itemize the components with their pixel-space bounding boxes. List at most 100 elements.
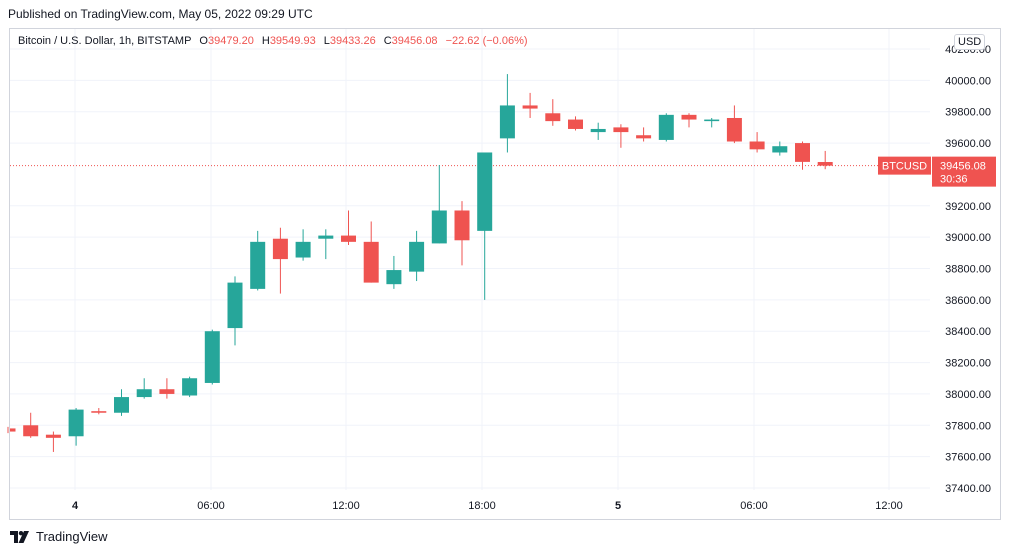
candle-body <box>772 146 788 153</box>
candle <box>295 229 311 261</box>
candle-body <box>227 282 243 329</box>
candle <box>114 389 129 416</box>
symbol-tag-label: BTCUSD <box>882 161 927 173</box>
price-axis: 37400.00 37600.00 37800.00 38000.00 38200.00… <box>945 44 991 495</box>
candle-body <box>341 235 356 242</box>
last-price-tag <box>932 156 996 187</box>
y-tick-label: 38400.00 <box>945 326 991 338</box>
x-tick-label: 12:00 <box>875 500 903 512</box>
candle <box>704 117 720 128</box>
x-tick-label: 12:00 <box>332 500 360 512</box>
open-label: O <box>199 35 208 47</box>
candle-body <box>658 114 674 140</box>
candle-body <box>159 389 175 394</box>
candle <box>522 92 538 118</box>
candle-body <box>681 114 697 120</box>
candle-body <box>136 389 152 398</box>
candle <box>182 376 198 398</box>
candle <box>227 276 243 346</box>
low-value: 39433.26 <box>329 35 376 47</box>
candle-body <box>431 210 447 244</box>
y-tick-label: 39800.00 <box>945 107 991 119</box>
candle-body <box>386 270 402 285</box>
candle-body <box>295 241 311 258</box>
candle <box>386 255 402 289</box>
x-tick-label: 5 <box>615 500 621 512</box>
candle-body <box>182 378 198 396</box>
candle-body <box>522 105 538 109</box>
footer[interactable]: TradingView <box>10 529 108 544</box>
y-tick-label: 38800.00 <box>945 264 991 276</box>
candle-body <box>409 241 425 272</box>
published-caption: Published on TradingView.com, May 05, 20… <box>8 7 313 21</box>
high-label: H <box>261 35 270 47</box>
chart-grid <box>10 29 930 490</box>
candle-body <box>91 411 107 413</box>
symbol-title: Bitcoin / U.S. Dollar, 1h, BITSTAMP <box>18 35 192 47</box>
candle-body <box>613 127 629 133</box>
candle <box>136 378 152 399</box>
y-tick-label: 38000.00 <box>945 389 991 401</box>
candle <box>272 227 288 294</box>
x-tick-label: 06:00 <box>197 500 225 512</box>
candle-body <box>204 331 220 383</box>
candle <box>7 426 16 434</box>
candle-body <box>454 210 470 241</box>
y-tick-label: 37400.00 <box>945 483 991 495</box>
candle <box>726 105 742 144</box>
y-tick-label: 37800.00 <box>945 420 991 432</box>
candle-body <box>363 241 379 283</box>
candle <box>159 378 175 399</box>
symbol-tag <box>878 156 931 175</box>
close-label: C <box>383 35 392 47</box>
candle <box>681 113 697 128</box>
candle <box>23 412 39 438</box>
y-tick-label: 39000.00 <box>945 232 991 244</box>
candle <box>590 122 606 140</box>
time-axis: 4 06:00 12:00 18:00 5 06:00 12:00 <box>72 500 903 512</box>
candle-body <box>45 434 61 438</box>
candle-body <box>590 128 606 133</box>
candle-body <box>318 235 334 239</box>
currency-badge[interactable]: USD <box>954 34 986 50</box>
candle-body <box>68 409 84 437</box>
candle-body <box>795 143 810 162</box>
low-label: L <box>323 35 330 47</box>
candle <box>431 165 447 244</box>
y-tick-label: 39600.00 <box>945 138 991 150</box>
candle <box>817 150 833 170</box>
candle <box>568 116 583 131</box>
candle-body <box>545 113 561 122</box>
candle <box>318 229 334 260</box>
candle <box>454 201 470 266</box>
candle <box>68 408 84 446</box>
x-tick-label: 4 <box>72 500 79 512</box>
candle-body <box>114 397 129 413</box>
candles <box>7 74 833 452</box>
candle <box>499 74 515 153</box>
x-tick-label: 06:00 <box>740 500 768 512</box>
y-tick-label: 38200.00 <box>945 358 991 370</box>
footer-brand: TradingView <box>36 529 108 544</box>
candle-body <box>499 105 515 139</box>
high-value: 39549.93 <box>269 35 316 47</box>
candle <box>613 124 629 148</box>
candle-body <box>568 119 583 129</box>
candle-body <box>250 241 266 289</box>
candle <box>636 127 652 142</box>
candle-body <box>477 152 493 231</box>
y-tick-label: 37600.00 <box>945 452 991 464</box>
candle <box>658 113 674 142</box>
candle <box>91 408 107 415</box>
chart-frame <box>9 28 1001 520</box>
candle-body <box>636 135 652 139</box>
change-value: −22.62 (−0.06%) <box>445 35 528 47</box>
x-tick-label: 18:00 <box>468 500 496 512</box>
y-tick-label: 39200.00 <box>945 201 991 213</box>
candle <box>250 230 266 291</box>
candle <box>45 431 61 452</box>
candle-body <box>726 117 742 142</box>
candle <box>749 132 765 153</box>
